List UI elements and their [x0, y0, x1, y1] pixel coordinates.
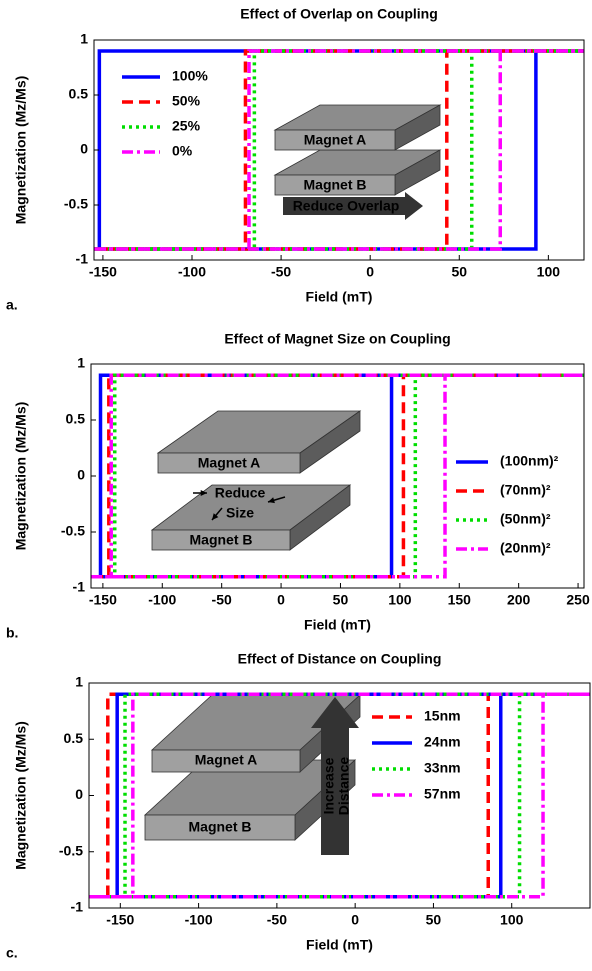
x-tick-label: -100 [148, 592, 176, 608]
y-tick-label: 0 [77, 467, 85, 483]
y-tick-label: 0 [75, 786, 83, 802]
magnet-front [274, 174, 396, 196]
x-tick-label: -150 [89, 264, 117, 280]
arrow [311, 697, 359, 855]
arrow-head [212, 513, 219, 520]
legend-label: 57nm [424, 786, 461, 802]
x-tick-label: 50 [451, 264, 467, 280]
magnet-front [151, 529, 291, 551]
panel-label: c. [6, 945, 18, 961]
arrow-head [268, 497, 275, 504]
x-tick-label: -150 [89, 592, 117, 608]
inset-label: Reduce [215, 485, 266, 501]
magnet-front [274, 129, 396, 151]
arrow-label: Distance [336, 757, 352, 816]
legend-box [448, 446, 583, 572]
panel-label: a. [6, 297, 18, 313]
x-tick-label: 0 [277, 592, 285, 608]
y-tick-label: 1 [75, 674, 83, 690]
y-axis-label: Magnetization (Mz/Ms) [13, 402, 29, 551]
x-tick-label: -100 [178, 264, 206, 280]
x-axis-label: Field (mT) [306, 289, 373, 305]
legend-label: (70nm)² [500, 482, 551, 498]
legend-label: (20nm)² [500, 540, 551, 556]
legend-label: 15nm [424, 708, 461, 724]
x-tick-label: 0 [351, 912, 359, 928]
legend-label: 0% [172, 143, 193, 159]
hysteresis-line [94, 49, 584, 251]
magnet-label: Magnet B [189, 819, 252, 835]
legend-label: 24nm [424, 734, 461, 750]
y-tick-label: -1 [71, 899, 84, 915]
y-tick-label: 0.5 [66, 411, 86, 427]
arrow-head [200, 489, 207, 497]
magnet-label: Magnet A [304, 132, 366, 148]
magnet-label: Magnet B [190, 532, 253, 548]
x-tick-label: 200 [507, 592, 531, 608]
y-axis-label: Magnetization (Mz/Ms) [13, 76, 29, 225]
arrow [283, 192, 423, 220]
magnet-label: Magnet A [198, 455, 260, 471]
axes-frame [88, 682, 591, 909]
x-axis-label: Field (mT) [306, 937, 373, 953]
x-axis-label: Field (mT) [304, 617, 371, 633]
magnet-front [144, 814, 296, 841]
legend-label: 25% [172, 118, 201, 134]
hysteresis-line [91, 373, 584, 579]
x-tick-label: 100 [500, 912, 524, 928]
y-tick-label: 0 [80, 141, 88, 157]
y-tick-label: -0.5 [64, 196, 88, 212]
legend-label: 50% [172, 93, 201, 109]
x-tick-label: -100 [185, 912, 213, 928]
inset-label: Size [226, 505, 254, 521]
x-tick-label: 250 [566, 592, 590, 608]
x-tick-label: 150 [448, 592, 472, 608]
x-tick-label: -50 [212, 592, 232, 608]
y-tick-label: -1 [73, 579, 86, 595]
y-tick-label: 1 [80, 31, 88, 47]
axes-frame [93, 39, 585, 261]
y-tick-label: -0.5 [61, 523, 85, 539]
x-tick-label: 50 [333, 592, 349, 608]
y-tick-label: 0.5 [64, 730, 84, 746]
x-tick-label: 0 [366, 264, 374, 280]
x-tick-label: 100 [388, 592, 412, 608]
magnet-label: Magnet B [304, 177, 367, 193]
legend-label: (100nm)² [500, 453, 559, 469]
x-tick-label: -50 [267, 912, 287, 928]
chart-title: Effect of Overlap on Coupling [240, 6, 438, 22]
arrow-label: Reduce Overlap [293, 198, 400, 214]
y-tick-label: -1 [76, 251, 89, 267]
y-axis-label: Magnetization (Mz/Ms) [13, 721, 29, 870]
x-tick-label: 50 [426, 912, 442, 928]
panel-label: b. [6, 625, 18, 641]
magnet-label: Magnet A [195, 752, 257, 768]
y-tick-label: 0.5 [69, 86, 89, 102]
x-tick-label: -150 [106, 912, 134, 928]
x-tick-label: 100 [537, 264, 561, 280]
axes-frame [90, 363, 585, 589]
magnet-front [157, 452, 301, 474]
chart-title: Effect of Magnet Size on Coupling [224, 331, 450, 347]
x-tick-label: -50 [271, 264, 291, 280]
chart-title: Effect of Distance on Coupling [238, 651, 442, 667]
y-tick-label: -0.5 [59, 842, 83, 858]
y-tick-label: 1 [77, 355, 85, 371]
legend-label: 100% [172, 68, 208, 84]
hysteresis-line [94, 49, 584, 251]
legend-label: (50nm)² [500, 511, 551, 527]
magnet-front [151, 749, 301, 773]
arrow-label: Increase [321, 757, 337, 814]
legend-label: 33nm [424, 760, 461, 776]
